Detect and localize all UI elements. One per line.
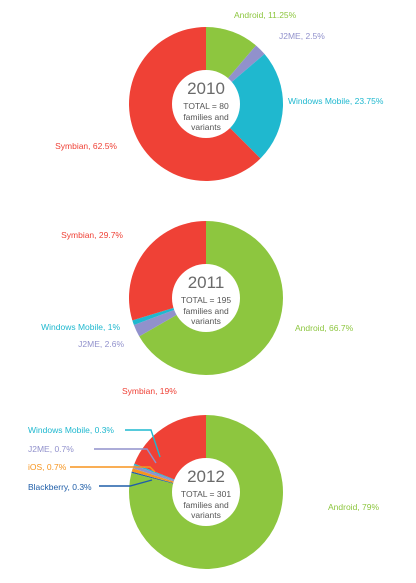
leader-line-ios xyxy=(70,466,156,473)
data-label-android: Android, 11.25% xyxy=(234,10,297,20)
total-subtitle: families and xyxy=(183,306,229,316)
total-subtitle: variants xyxy=(191,316,221,326)
chart-year-title: 2011 xyxy=(188,273,225,292)
chart-year-title: 2012 xyxy=(187,467,225,486)
data-label-blackberry: Blackberry, 0.3% xyxy=(28,482,92,492)
data-label-windows-mobile: Windows Mobile, 0.3% xyxy=(28,425,114,435)
leader-line-windows-mobile xyxy=(125,429,161,458)
leader-line-j2me xyxy=(94,448,157,464)
total-label: TOTAL = 301 xyxy=(181,489,231,499)
data-label-symbian: Symbian, 62.5% xyxy=(55,141,117,151)
total-subtitle: variants xyxy=(191,122,221,132)
total-subtitle: families and xyxy=(183,500,229,510)
donut-hole xyxy=(172,264,240,332)
chart-year-title: 2010 xyxy=(187,79,225,98)
leader-line-blackberry xyxy=(99,479,153,487)
data-label-j2me: J2ME, 0.7% xyxy=(28,444,74,454)
total-subtitle: variants xyxy=(191,510,221,520)
total-label: TOTAL = 80 xyxy=(183,101,229,111)
donut-hole xyxy=(172,70,240,138)
data-label-symbian: Symbian, 29.7% xyxy=(61,230,123,240)
data-label-symbian: Symbian, 19% xyxy=(122,386,177,396)
data-label-android: Android, 79% xyxy=(328,502,379,512)
data-label-j2me: J2ME, 2.5% xyxy=(279,31,325,41)
total-subtitle: families and xyxy=(183,112,229,122)
donut-hole xyxy=(172,458,240,526)
data-label-ios: iOS, 0.7% xyxy=(28,462,67,472)
data-label-j2me: J2ME, 2.6% xyxy=(78,339,124,349)
data-label-windows-mobile: Windows Mobile, 23.75% xyxy=(288,96,384,106)
data-label-android: Android, 66.7% xyxy=(295,323,354,333)
data-label-windows-mobile: Windows Mobile, 1% xyxy=(41,322,120,332)
slice-windows-mobile xyxy=(206,53,284,159)
total-label: TOTAL = 195 xyxy=(181,295,231,305)
